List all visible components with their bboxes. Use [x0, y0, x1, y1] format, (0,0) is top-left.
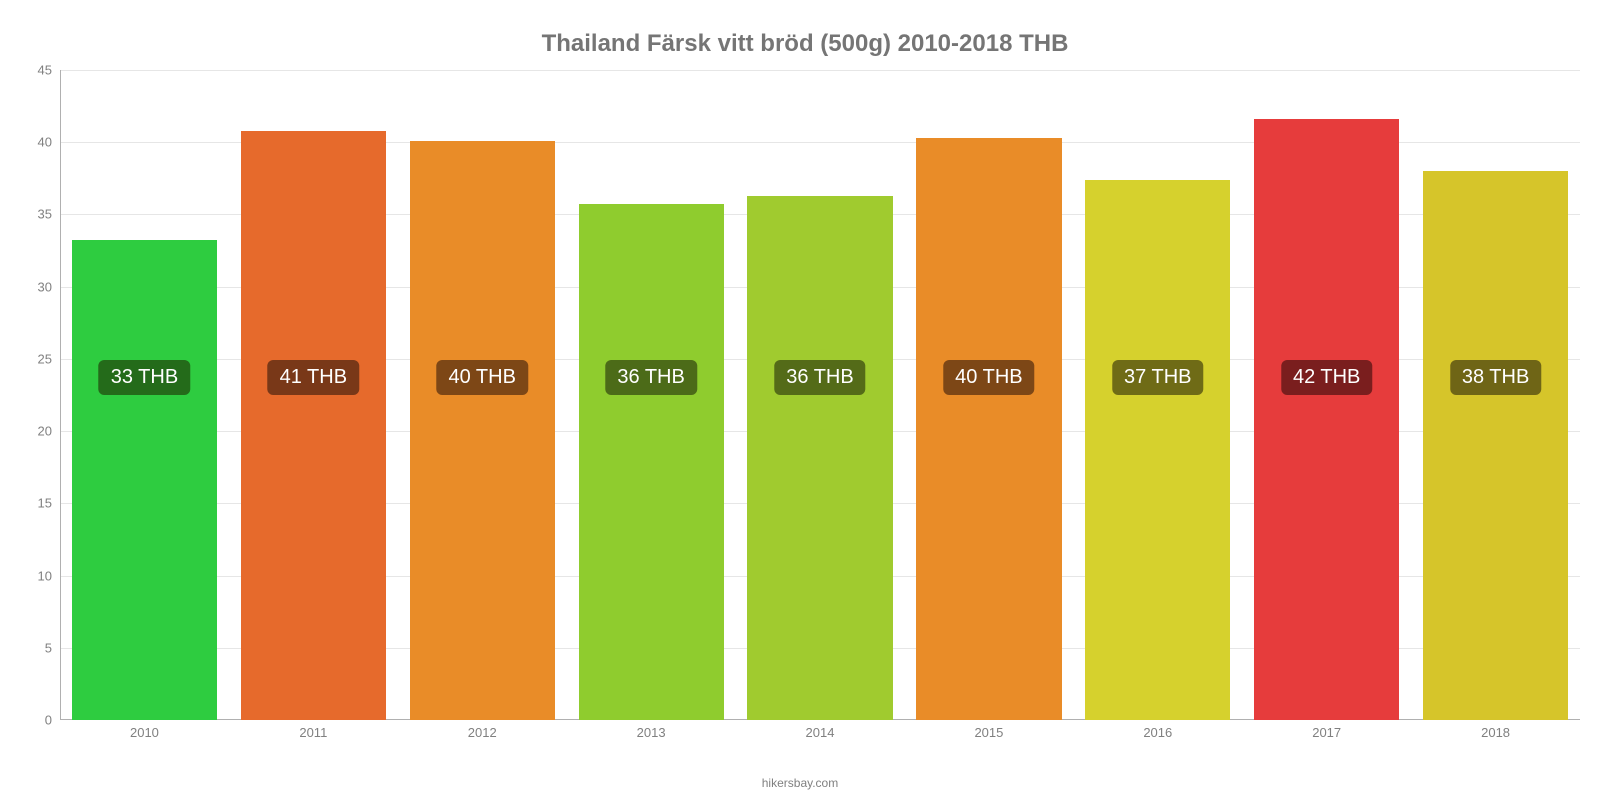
bar-wrapper: 33 THB	[60, 70, 229, 720]
y-axis: 051015202530354045	[30, 70, 60, 720]
x-tick-label: 2017	[1242, 725, 1411, 740]
x-tick-label: 2015	[904, 725, 1073, 740]
bar-value-badge: 37 THB	[1112, 360, 1203, 395]
x-tick-label: 2012	[398, 725, 567, 740]
bar-wrapper: 38 THB	[1411, 70, 1580, 720]
bar-wrapper: 42 THB	[1242, 70, 1411, 720]
y-tick-label: 30	[38, 279, 52, 294]
x-axis-labels: 201020112012201320142015201620172018	[60, 725, 1580, 740]
y-tick-label: 20	[38, 424, 52, 439]
bar-value-badge: 33 THB	[99, 360, 190, 395]
bar	[747, 196, 892, 720]
y-tick-label: 5	[45, 640, 52, 655]
plot-area: 051015202530354045 33 THB41 THB40 THB36 …	[30, 70, 1580, 750]
x-tick-label: 2013	[567, 725, 736, 740]
y-tick-label: 0	[45, 713, 52, 728]
y-tick-label: 25	[38, 351, 52, 366]
bar	[410, 141, 555, 720]
bar-value-badge: 42 THB	[1281, 360, 1372, 395]
bar	[1085, 180, 1230, 720]
source-label: hikersbay.com	[762, 776, 838, 790]
bar	[579, 204, 724, 720]
bar	[1254, 119, 1399, 720]
x-tick-label: 2018	[1411, 725, 1580, 740]
bar-value-badge: 41 THB	[268, 360, 359, 395]
bar-wrapper: 40 THB	[904, 70, 1073, 720]
bar-wrapper: 36 THB	[736, 70, 905, 720]
x-tick-label: 2010	[60, 725, 229, 740]
bar	[1423, 171, 1568, 720]
chart-title: Thailand Färsk vitt bröd (500g) 2010-201…	[30, 30, 1580, 58]
bar-value-badge: 40 THB	[943, 360, 1034, 395]
bar-value-badge: 38 THB	[1450, 360, 1541, 395]
bar	[72, 240, 217, 720]
bar-chart-container: Thailand Färsk vitt bröd (500g) 2010-201…	[30, 30, 1580, 750]
y-tick-label: 45	[38, 63, 52, 78]
y-tick-label: 35	[38, 207, 52, 222]
bar-value-badge: 40 THB	[436, 360, 527, 395]
bar	[916, 138, 1061, 720]
bar-value-badge: 36 THB	[605, 360, 696, 395]
x-tick-label: 2016	[1073, 725, 1242, 740]
y-tick-label: 15	[38, 496, 52, 511]
bar-wrapper: 40 THB	[398, 70, 567, 720]
y-tick-label: 10	[38, 568, 52, 583]
bar-value-badge: 36 THB	[774, 360, 865, 395]
bar-wrapper: 36 THB	[567, 70, 736, 720]
x-tick-label: 2011	[229, 725, 398, 740]
bars-area: 33 THB 41 THB 40 THB 36 THB 36 THB 40 THB 37 T…	[60, 70, 1580, 720]
bar-wrapper: 41 THB	[229, 70, 398, 720]
y-tick-label: 40	[38, 135, 52, 150]
bar-wrapper: 37 THB	[1073, 70, 1242, 720]
bar	[241, 131, 386, 720]
x-tick-label: 2014	[736, 725, 905, 740]
